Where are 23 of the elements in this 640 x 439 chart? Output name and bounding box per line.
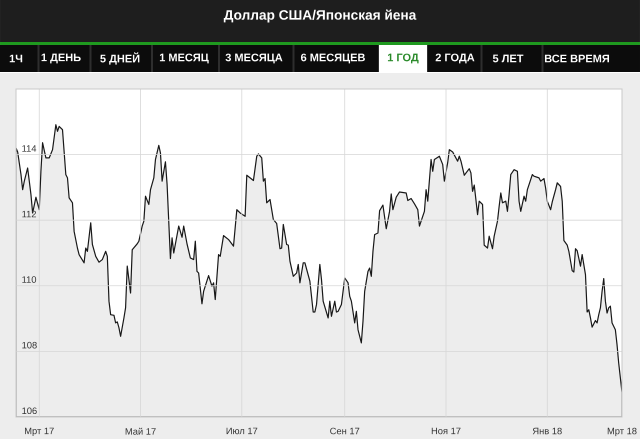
text: 3 МЕСЯЦА — [226, 54, 282, 64]
x-tick-label: Май 17 — [126, 428, 156, 435]
y-tick-label: 112 — [22, 210, 36, 218]
x-tick-label: Сен 17 — [330, 428, 360, 434]
text: 5 ЛЕТ — [492, 54, 524, 62]
chart-title: Доллар США/Японская йена — [224, 9, 416, 23]
text: 5 ДНЕЙ — [100, 52, 140, 65]
x-tick-label: Янв 18 — [532, 428, 562, 434]
y-tick-label: 110 — [22, 276, 36, 283]
y-tick-label: 114 — [22, 145, 36, 152]
x-tick-label: Мрт 18 — [608, 428, 637, 436]
text: 1Ч — [10, 54, 22, 62]
x-tick-label: Мрт 17 — [25, 428, 54, 436]
y-tick-label: 108 — [22, 342, 37, 348]
x-tick-label: Июл 17 — [226, 428, 258, 434]
text: 2 ГОДА — [436, 54, 474, 64]
text: 1 ДЕНЬ — [42, 54, 81, 64]
y-tick-label: 106 — [22, 407, 37, 414]
chart-subtitle: 1 ГОД — [388, 54, 419, 64]
text: ВСЕ ВРЕМЯ — [544, 54, 610, 62]
x-tick-label: Ноя 17 — [432, 428, 461, 434]
text: 1 МЕСЯЦ — [160, 54, 209, 64]
text: 6 МЕСЯЦЕВ — [300, 54, 365, 64]
